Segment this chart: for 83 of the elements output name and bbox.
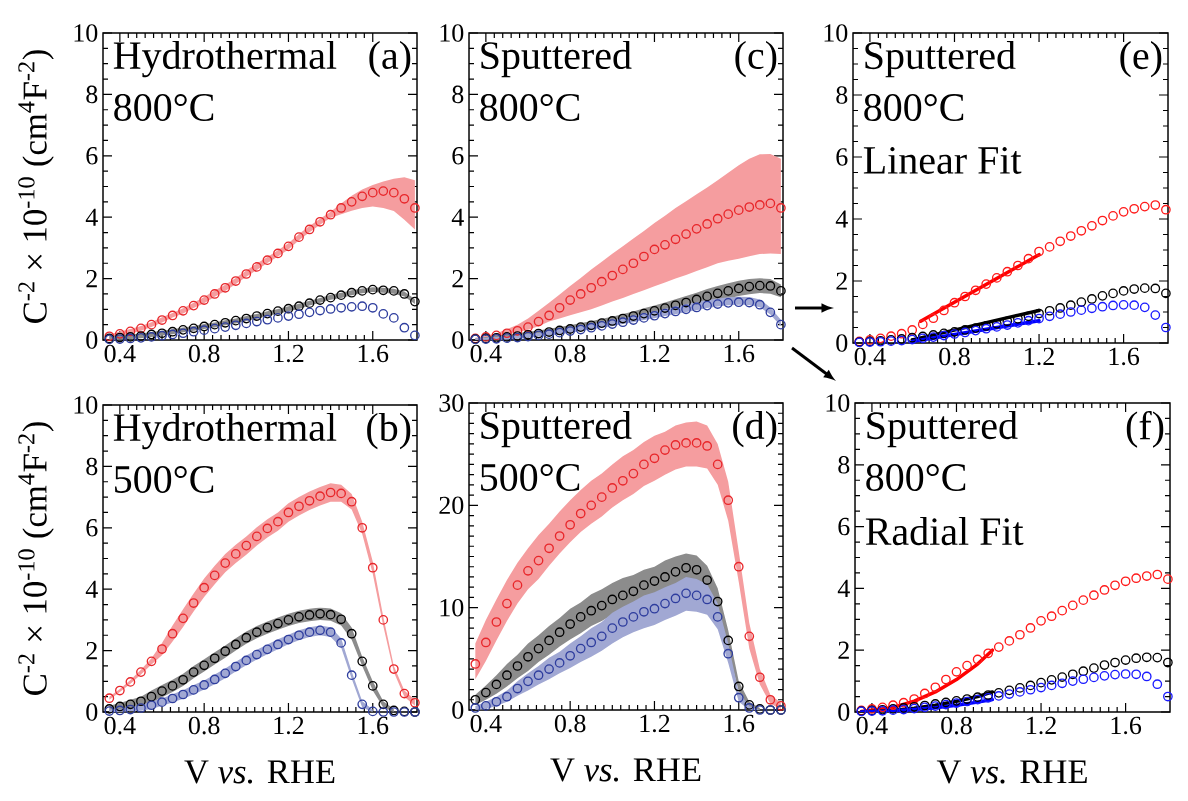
x-axis-title: V vs. RHE xyxy=(184,760,335,784)
annotation: Sputtered xyxy=(481,410,632,448)
x-tick-label: 1.2 xyxy=(1027,716,1056,735)
x-tick-label: 0.8 xyxy=(188,716,220,735)
annotation: Sputtered xyxy=(865,41,1016,78)
y-tick-label: 30 xyxy=(439,394,464,412)
annotation: 800°C xyxy=(864,94,964,122)
x-tick-label: 0.4 xyxy=(104,344,136,363)
y-tick-label: 10 xyxy=(440,24,464,42)
annotation: Hydrothermal xyxy=(113,40,337,78)
annotation: 500°C xyxy=(481,463,580,491)
y-tick-label: 4 xyxy=(85,580,98,598)
annotation: 800°C xyxy=(114,93,214,121)
x-tick-label: 1.6 xyxy=(724,344,755,363)
y-tick-label: 2 xyxy=(836,272,847,290)
y-tick-label: 0 xyxy=(836,334,848,352)
y-tick-label: 0 xyxy=(838,703,850,721)
y-tick-label: 6 xyxy=(838,517,850,536)
y-tick-label: 4 xyxy=(837,579,850,597)
y-tick-label: 0 xyxy=(452,701,464,719)
y-tick-label: 2 xyxy=(838,641,849,659)
x-axis-title: V vs. RHE xyxy=(550,758,701,782)
y-tick-label: 2 xyxy=(86,642,97,660)
annotation: (c) xyxy=(735,40,777,78)
y-tick-label: 10 xyxy=(440,598,464,617)
annotation: (f) xyxy=(1126,410,1164,448)
y-tick-label: 20 xyxy=(439,496,464,515)
x-tick-label: 0.8 xyxy=(554,344,586,363)
y-tick-label: 8 xyxy=(838,456,850,474)
y-tick-label: 10 xyxy=(74,396,98,414)
x-tick-label: 0.4 xyxy=(856,716,888,735)
y-tick-label: 2 xyxy=(86,269,97,288)
text: C$^{-2}$ × 10$^{-10}$ (cm$^{4}$F$^{-2}$) xyxy=(18,50,54,323)
x-tick-label: 0.4 xyxy=(104,716,136,735)
annotation: Hydrothermal xyxy=(113,412,337,450)
x-tick-label: 0.8 xyxy=(941,716,972,735)
y-tick-label: 8 xyxy=(86,457,98,476)
annotation: Sputtered xyxy=(481,40,632,78)
annotation: Sputtered xyxy=(867,410,1018,448)
y-tick-label: 0 xyxy=(86,703,98,721)
x-tick-label: 1.2 xyxy=(640,714,670,733)
x-tick-label: 1.2 xyxy=(274,344,304,363)
annotation: (a) xyxy=(369,40,411,78)
y-tick-label: 0 xyxy=(452,331,464,349)
x-tick-label: 0.4 xyxy=(854,347,886,366)
x-tick-label: 1.2 xyxy=(1025,347,1054,366)
annotation: 500°C xyxy=(115,465,214,493)
y-tick-label: 6 xyxy=(836,148,848,166)
annotation: Linear Fit xyxy=(863,147,1022,174)
annotation: 800°C xyxy=(480,93,580,121)
y-tick-label: 8 xyxy=(452,85,464,104)
x-tick-label: 1.6 xyxy=(1111,716,1142,735)
x-tick-label: 1.6 xyxy=(1109,347,1140,366)
y-tick-label: 2 xyxy=(452,269,463,288)
x-tick-label: 1.6 xyxy=(358,344,389,363)
y-tick-label: 10 xyxy=(826,394,850,412)
annotation: (d) xyxy=(733,410,777,448)
y-tick-label: 6 xyxy=(452,147,464,165)
annotation: (b) xyxy=(367,412,411,450)
y-tick-label: 8 xyxy=(86,85,98,104)
x-tick-label: 1.2 xyxy=(274,716,304,735)
x-tick-label: 0.8 xyxy=(939,347,970,366)
y-tick-label: 6 xyxy=(86,519,98,537)
annotation: Radial Fit xyxy=(865,517,1024,546)
y-tick-label: 0 xyxy=(86,331,98,349)
x-tick-label: 0.4 xyxy=(470,344,502,363)
x-tick-label: 1.6 xyxy=(724,714,755,733)
x-tick-label: 0.8 xyxy=(188,344,220,363)
x-tick-label: 1.2 xyxy=(640,344,670,363)
y-tick-label: 4 xyxy=(835,210,848,228)
x-axis-title: V vs. RHE xyxy=(936,760,1087,784)
y-tick-label: 4 xyxy=(451,208,464,226)
y-tick-label: 8 xyxy=(836,86,848,104)
y-tick-label: 10 xyxy=(74,24,98,42)
y-tick-label: 10 xyxy=(824,24,848,42)
y-tick-label: 4 xyxy=(85,208,98,226)
x-tick-label: 0.8 xyxy=(554,714,586,733)
y-tick-label: 6 xyxy=(86,147,98,165)
annotation: (e) xyxy=(1120,41,1162,78)
text: C$^{-2}$ × 10$^{-10}$ (cm$^{4}$F$^{-2}$) xyxy=(18,422,54,695)
x-tick-label: 1.6 xyxy=(358,716,389,735)
x-tick-label: 0.4 xyxy=(470,714,502,733)
annotation: 800°C xyxy=(866,463,966,491)
